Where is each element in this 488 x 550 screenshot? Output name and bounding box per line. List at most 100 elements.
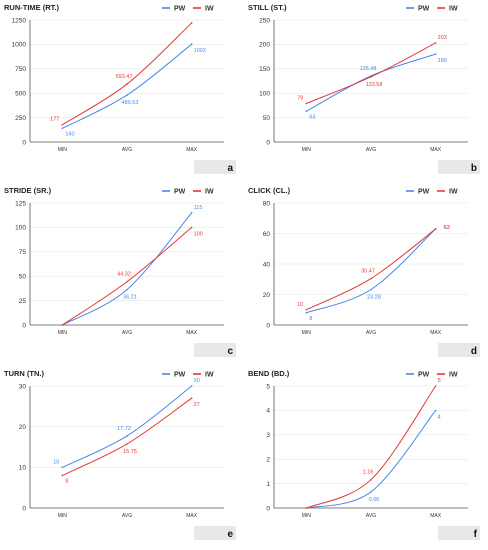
data-label-iw: 15.75 — [123, 449, 137, 455]
chart-svg-f: BEND (BD.) PW IW 0 1 2 3 4 5 MIN AVG MAX 0.66 4 1.16 5 f — [248, 369, 480, 540]
data-label-pw: 180 — [438, 58, 447, 64]
x-tick-label: MIN — [58, 330, 68, 336]
y-tick-label: 25 — [19, 298, 27, 305]
data-point-pw — [126, 288, 128, 291]
y-tick-label: 0 — [266, 505, 270, 512]
y-tick-label: 0 — [22, 505, 26, 512]
chart-panel-f: BEND (BD.) PW IW 0 1 2 3 4 5 MIN AVG MAX 0.66 4 1.16 5 f — [244, 366, 488, 549]
data-point-iw — [61, 123, 64, 126]
y-tick-label: 40 — [263, 261, 271, 268]
data-point-pw — [434, 53, 437, 55]
data-point-pw — [126, 94, 128, 96]
x-tick-label: MAX — [430, 513, 442, 519]
data-point-pw — [190, 43, 193, 46]
y-tick-label: 4 — [266, 408, 270, 415]
data-label-iw: 44.32 — [117, 272, 131, 278]
data-label-pw: 140 — [65, 131, 74, 137]
chart-title-a: RUN-TIME (RT.) — [4, 3, 59, 12]
panel-letter: f — [474, 529, 478, 540]
y-tick-label: 250 — [259, 17, 270, 24]
data-label-iw: 27 — [194, 402, 200, 408]
panel-letter-box — [194, 343, 236, 357]
panel-letter-box — [194, 526, 236, 540]
legend-label-iw: IW — [449, 372, 458, 379]
series-line-iw — [306, 385, 437, 509]
data-label-pw: 17.72 — [117, 426, 131, 432]
data-label-iw: 79 — [297, 95, 303, 101]
data-point-iw — [434, 385, 437, 387]
data-point-iw — [126, 443, 128, 445]
data-point-pw — [305, 312, 308, 314]
x-tick-label: MAX — [430, 330, 442, 336]
data-label-iw: 203 — [438, 35, 447, 41]
data-point-iw — [190, 226, 193, 229]
data-point-pw — [370, 491, 372, 493]
data-label-pw: 0.66 — [369, 497, 380, 503]
data-point-iw — [61, 474, 64, 477]
y-tick-label: 50 — [19, 274, 27, 281]
y-tick-label: 1250 — [12, 17, 27, 24]
x-tick-label: AVG — [122, 513, 132, 519]
data-point-pw — [370, 288, 372, 291]
y-tick-label: 100 — [15, 225, 26, 232]
x-tick-label: AVG — [366, 513, 376, 519]
panel-letter-box — [194, 160, 236, 174]
data-label-pw: 63 — [309, 114, 315, 120]
series-line-pw — [62, 43, 192, 129]
y-tick-label: 1000 — [12, 42, 27, 49]
y-tick-label: 5 — [266, 383, 270, 390]
legend-label-pw: PW — [418, 189, 430, 196]
data-label-iw: 1.16 — [363, 470, 374, 476]
legend-label-pw: PW — [418, 6, 430, 13]
panel-letter-box — [438, 526, 480, 540]
data-label-pw: 30 — [194, 378, 200, 384]
y-tick-label: 60 — [263, 231, 271, 238]
y-tick-label: 100 — [259, 91, 270, 98]
chart-panel-d: CLICK (CL.) PW IW 0 20 40 60 80 MIN AVG MAX 8 23.28 6… — [244, 183, 488, 366]
x-tick-label: MAX — [186, 513, 198, 519]
data-point-iw — [305, 507, 308, 509]
data-label-pw: 36.21 — [123, 295, 137, 301]
y-tick-label: 750 — [15, 66, 26, 73]
chart-svg-c: STRIDE (SR.) PW IW 0 25 50 75 100 125 MIN AVG MAX 36… — [4, 186, 236, 357]
x-tick-label: MAX — [186, 330, 198, 336]
chart-title-b: STILL (ST.) — [248, 3, 287, 12]
panel-letter-box — [438, 160, 480, 174]
x-tick-label: MIN — [58, 147, 68, 153]
y-tick-label: 75 — [19, 249, 27, 256]
data-point-iw — [370, 277, 372, 280]
chart-title-c: STRIDE (SR.) — [4, 186, 52, 195]
series-line-pw — [62, 212, 193, 326]
legend-label-pw: PW — [174, 372, 186, 379]
chart-svg-d: CLICK (CL.) PW IW 0 20 40 60 80 MIN AVG MAX 8 23.28 6… — [248, 186, 480, 357]
data-label-pw: 10 — [53, 459, 59, 465]
data-point-iw — [370, 478, 372, 481]
y-tick-label: 0 — [22, 322, 26, 329]
chart-svg-a: RUN-TIME (RT.) PW IW 0 250 500 750 1000 1250 MIN A… — [4, 3, 236, 174]
data-label-iw: 10 — [297, 302, 303, 308]
data-label-iw: 593.47 — [116, 74, 133, 80]
y-tick-label: 50 — [263, 115, 271, 122]
series-line-iw — [306, 42, 436, 104]
chart-panel-a: RUN-TIME (RT.) PW IW 0 250 500 750 1000 1250 MIN A… — [0, 0, 244, 183]
x-tick-label: AVG — [366, 330, 376, 336]
data-point-iw — [126, 280, 128, 283]
data-label-iw: 63 — [444, 225, 450, 231]
chart-panel-c: STRIDE (SR.) PW IW 0 25 50 75 100 125 MIN AVG MAX 36… — [0, 183, 244, 366]
x-tick-label: MIN — [302, 330, 312, 336]
x-tick-label: MAX — [430, 147, 442, 153]
data-point-iw — [61, 324, 64, 326]
y-tick-label: 2 — [266, 457, 270, 464]
data-label-iw: 5 — [438, 378, 441, 384]
y-tick-label: 20 — [19, 424, 27, 431]
data-point-iw — [190, 397, 193, 399]
data-point-pw — [305, 110, 308, 113]
y-tick-label: 30 — [19, 383, 27, 390]
y-tick-label: 10 — [19, 465, 27, 472]
legend-label-iw: IW — [205, 372, 214, 379]
panel-letter: b — [471, 163, 477, 174]
data-label-iw: 30.47 — [361, 269, 375, 275]
legend-label-iw: IW — [449, 6, 458, 13]
y-tick-label: 200 — [259, 42, 270, 49]
